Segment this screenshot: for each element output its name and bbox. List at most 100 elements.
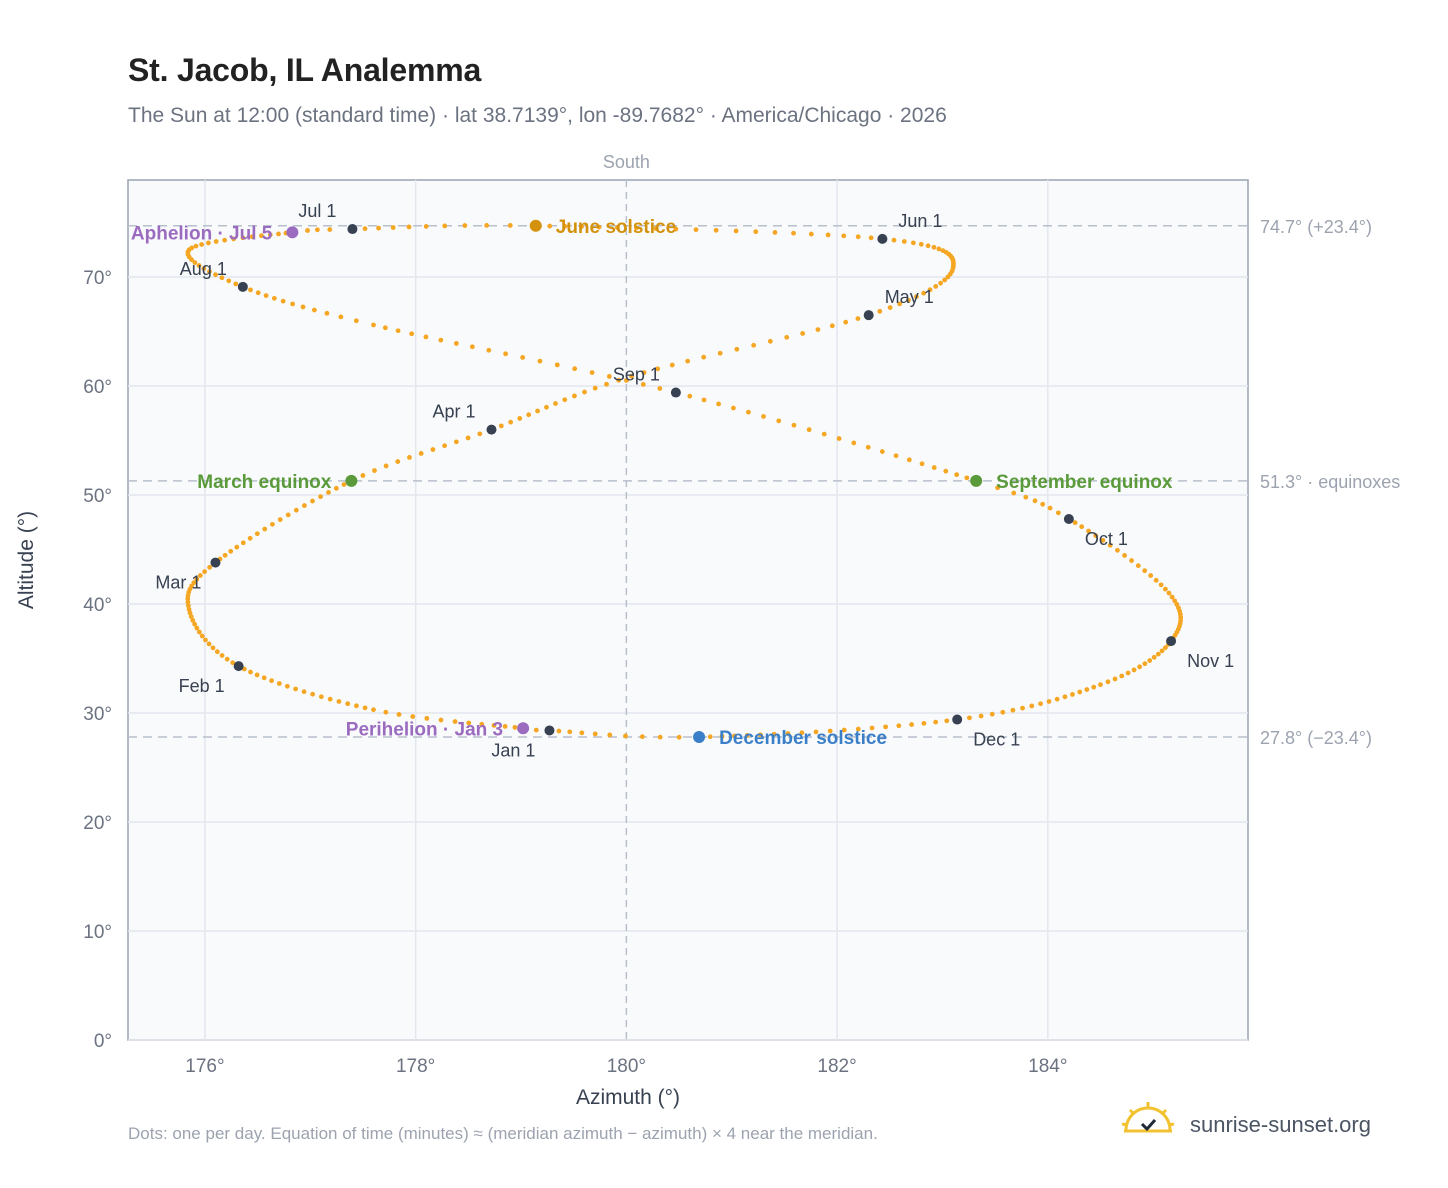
daily-sun-dot: [785, 731, 791, 736]
daily-sun-dot: [921, 720, 927, 726]
daily-sun-dot: [995, 485, 1001, 491]
month-marker-dot: [877, 233, 888, 244]
x-tick-label: 184°: [1028, 1056, 1067, 1077]
daily-sun-dot: [815, 327, 821, 333]
month-marker-dot: [952, 714, 963, 725]
daily-sun-dot: [1040, 501, 1046, 507]
daily-sun-dot: [194, 625, 200, 631]
daily-sun-dot: [314, 227, 320, 233]
daily-sun-dot: [767, 338, 773, 344]
daily-sun-dot: [390, 225, 396, 230]
daily-sun-dot: [629, 373, 635, 379]
event-marker-dot: [970, 474, 983, 487]
reference-line-label: 74.7° (+23.4°): [1260, 217, 1372, 237]
daily-sun-dot: [466, 720, 472, 726]
daily-sun-dot: [1163, 586, 1168, 592]
event-marker-dot: [517, 722, 530, 735]
daily-sun-dot: [1148, 573, 1154, 578]
daily-sun-dot: [701, 397, 707, 403]
daily-sun-dot: [196, 629, 202, 635]
daily-sun-dot: [1105, 679, 1111, 685]
daily-sun-dot: [247, 535, 253, 541]
month-marker-label: Sep 1: [613, 365, 660, 385]
daily-sun-dot: [1122, 553, 1127, 558]
x-tick-label: 180°: [607, 1056, 646, 1077]
daily-sun-dot: [462, 223, 468, 228]
month-marker-label: Dec 1: [973, 730, 1020, 750]
daily-sun-dot: [553, 401, 558, 406]
daily-sun-dot: [234, 544, 240, 550]
month-marker-label: Jan 1: [491, 740, 535, 760]
daily-sun-dot: [733, 228, 739, 234]
daily-sun-dot: [382, 325, 388, 331]
daily-sun-dot: [1107, 542, 1113, 548]
daily-sun-dot: [269, 678, 274, 684]
footnote: Dots: one per day. Equation of time (min…: [128, 1124, 878, 1143]
daily-sun-dot: [285, 512, 291, 518]
daily-sun-dot: [616, 377, 622, 383]
daily-sun-dot: [669, 362, 675, 368]
daily-sun-dot: [836, 436, 842, 441]
daily-sun-dot: [185, 599, 191, 605]
daily-sun-dot: [592, 385, 598, 391]
daily-sun-dot: [808, 231, 814, 237]
daily-sun-dot: [333, 485, 339, 491]
daily-sun-dot: [776, 418, 782, 424]
daily-sun-dot: [214, 649, 220, 655]
daily-sun-dot: [676, 734, 682, 740]
daily-sun-dot: [290, 301, 296, 307]
daily-sun-dot: [883, 724, 889, 730]
daily-sun-dot: [269, 521, 275, 527]
month-marker-dot: [237, 281, 248, 292]
daily-sun-dot: [909, 722, 915, 727]
daily-sun-dot: [479, 721, 485, 727]
daily-sun-dot: [865, 444, 871, 450]
daily-sun-dot: [240, 540, 246, 546]
daily-sun-dot: [1062, 694, 1068, 700]
daily-sun-dot: [1158, 582, 1164, 588]
event-marker-dot: [286, 226, 299, 239]
daily-sun-dot: [453, 439, 459, 445]
daily-sun-dot: [189, 257, 194, 263]
daily-sun-dot: [544, 404, 549, 410]
daily-sun-dot: [210, 645, 216, 651]
daily-sun-dot: [918, 241, 924, 247]
daily-sun-dot: [535, 408, 540, 414]
daily-sun-dot: [855, 726, 861, 732]
month-marker-dot: [1063, 513, 1074, 524]
daily-sun-dot: [453, 341, 459, 346]
daily-sun-dot: [517, 416, 523, 421]
daily-sun-dot: [418, 451, 424, 456]
daily-sun-dot: [851, 440, 857, 446]
daily-sun-dot: [222, 237, 228, 243]
daily-sun-dot: [526, 412, 532, 418]
daily-sun-dot: [1172, 598, 1178, 604]
daily-sun-dot: [409, 331, 415, 337]
daily-sun-dot: [562, 397, 568, 403]
daily-sun-dot: [1153, 577, 1159, 583]
daily-sun-dot: [224, 656, 230, 662]
brand[interactable]: sunrise-sunset.org: [1120, 1100, 1390, 1146]
daily-sun-dot: [520, 355, 526, 360]
daily-sun-dot: [372, 468, 377, 473]
month-marker-dot: [670, 387, 681, 398]
x-axis-title: Azimuth (°): [576, 1086, 680, 1109]
daily-sun-dot: [596, 224, 602, 230]
daily-sun-dot: [206, 641, 212, 647]
daily-sun-dot: [407, 455, 412, 460]
daily-sun-dot: [1155, 651, 1161, 657]
daily-sun-dot: [193, 243, 199, 249]
daily-sun-dot: [943, 468, 949, 474]
daily-sun-dot: [634, 225, 639, 231]
daily-sun-dot: [395, 459, 401, 464]
event-marker-label: March equinox: [197, 472, 332, 493]
daily-sun-dot: [1129, 558, 1134, 563]
daily-sun-dot: [438, 717, 444, 723]
daily-sun-dot: [1054, 696, 1060, 702]
daily-sun-dot: [259, 233, 264, 239]
daily-sun-dot: [469, 344, 475, 350]
daily-sun-dot: [233, 281, 239, 287]
daily-sun-dot: [868, 235, 874, 241]
daily-sun-dot: [341, 482, 347, 487]
